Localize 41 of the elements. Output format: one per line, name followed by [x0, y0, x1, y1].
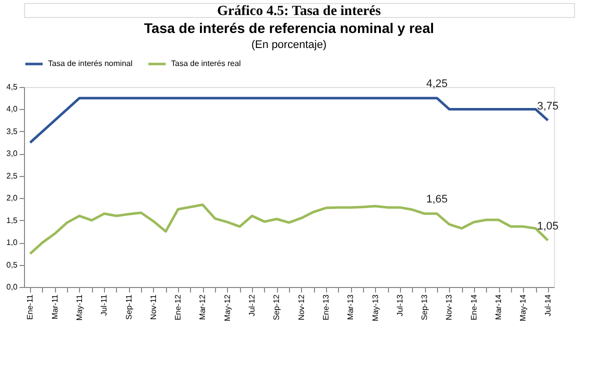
data-label: 1,05: [537, 220, 559, 232]
x-tick-label: Nov-12: [296, 294, 306, 320]
chart-subtitle: (En porcentaje): [251, 39, 327, 51]
x-tick-label: Mar-14: [494, 294, 504, 320]
y-tick-label: 3,5: [6, 126, 18, 136]
x-tick-label: Jul-14: [543, 294, 552, 316]
x-tick-label: Ene-13: [321, 294, 330, 320]
x-tick-label: Jul-11: [100, 294, 109, 316]
y-tick-label: 2,0: [6, 194, 18, 203]
x-tick-label: Jul-12: [248, 294, 257, 316]
data-label: 4,25: [426, 78, 448, 90]
x-tick-label: Sep-11: [124, 294, 134, 320]
x-tick-label: May-12: [222, 294, 232, 322]
x-tick-label: Sep-13: [420, 294, 430, 320]
x-tick-label: Nov-13: [444, 294, 454, 320]
text: Gráfico 4.5: Tasa de interés: [217, 4, 382, 19]
x-tick-label: Jul-13: [395, 294, 404, 316]
chart-title: Tasa de interés de referencia nominal y real: [144, 20, 434, 36]
y-tick-label: 2,5: [6, 171, 18, 180]
data-label: 3,75: [537, 100, 559, 112]
x-tick-label: Nov-11: [148, 294, 158, 320]
x-tick-label: Ene-12: [174, 294, 183, 320]
legend-label: Tasa de interés nominal: [48, 59, 133, 68]
x-tick-label: Sep-12: [272, 294, 282, 320]
legend-label: Tasa de interés real: [171, 59, 242, 68]
x-tick-label: May-13: [370, 294, 380, 322]
x-tick-label: May-14: [518, 294, 528, 322]
y-tick-label: 1,0: [6, 238, 18, 248]
x-tick-label: Ene-11: [26, 294, 35, 320]
y-tick-label: 4,5: [6, 82, 18, 92]
x-tick-label: Ene-14: [469, 294, 478, 320]
data-label: 1,65: [426, 194, 448, 206]
y-tick-label: 0,5: [6, 260, 18, 270]
y-tick-label: 4,0: [6, 104, 18, 114]
x-tick-label: May-11: [74, 294, 84, 321]
y-tick-label: 0,0: [6, 282, 18, 292]
x-tick-label: Mar-12: [198, 294, 208, 320]
x-tick-label: Mar-13: [346, 294, 356, 320]
y-tick-label: 1,5: [6, 216, 18, 225]
y-tick-label: 3,0: [6, 149, 18, 158]
x-tick-label: Mar-11: [50, 294, 60, 320]
